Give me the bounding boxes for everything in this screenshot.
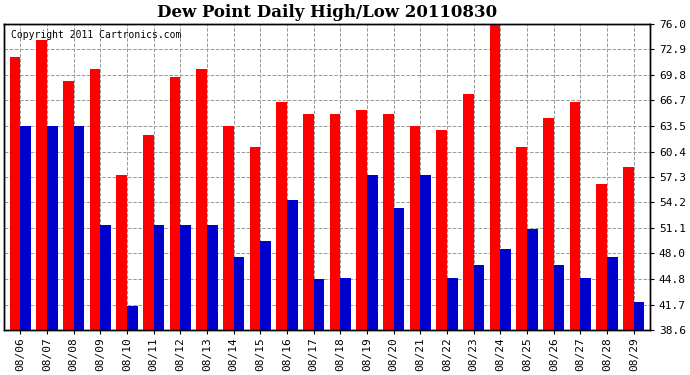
Bar <box>303 114 314 330</box>
Bar <box>287 200 297 330</box>
Bar <box>180 225 191 330</box>
Bar <box>74 126 84 330</box>
Bar <box>90 69 100 330</box>
Bar <box>516 147 527 330</box>
Bar <box>356 110 367 330</box>
Bar <box>527 229 538 330</box>
Bar <box>394 208 404 330</box>
Title: Dew Point Daily High/Low 20110830: Dew Point Daily High/Low 20110830 <box>157 4 497 21</box>
Bar <box>554 266 564 330</box>
Bar <box>36 40 47 330</box>
Bar <box>436 130 447 330</box>
Bar <box>330 114 340 330</box>
Bar <box>596 184 607 330</box>
Bar <box>500 249 511 330</box>
Bar <box>207 225 217 330</box>
Bar <box>314 279 324 330</box>
Bar <box>20 126 31 330</box>
Bar <box>154 225 164 330</box>
Bar <box>474 266 484 330</box>
Bar <box>447 278 457 330</box>
Bar <box>383 114 394 330</box>
Bar <box>367 176 377 330</box>
Bar <box>223 126 234 330</box>
Bar <box>127 306 137 330</box>
Bar <box>100 225 111 330</box>
Bar <box>10 57 20 330</box>
Bar <box>47 126 57 330</box>
Bar <box>607 257 618 330</box>
Bar <box>196 69 207 330</box>
Bar <box>63 81 74 330</box>
Bar <box>276 102 287 330</box>
Bar <box>490 20 500 330</box>
Bar <box>463 94 474 330</box>
Bar <box>250 147 260 330</box>
Bar <box>634 302 644 330</box>
Bar <box>116 176 127 330</box>
Bar <box>410 126 420 330</box>
Bar <box>170 77 180 330</box>
Bar <box>570 102 580 330</box>
Bar <box>580 278 591 330</box>
Bar <box>623 167 634 330</box>
Text: Copyright 2011 Cartronics.com: Copyright 2011 Cartronics.com <box>10 30 181 40</box>
Bar <box>260 241 271 330</box>
Bar <box>234 257 244 330</box>
Bar <box>143 135 154 330</box>
Bar <box>420 176 431 330</box>
Bar <box>543 118 554 330</box>
Bar <box>340 278 351 330</box>
